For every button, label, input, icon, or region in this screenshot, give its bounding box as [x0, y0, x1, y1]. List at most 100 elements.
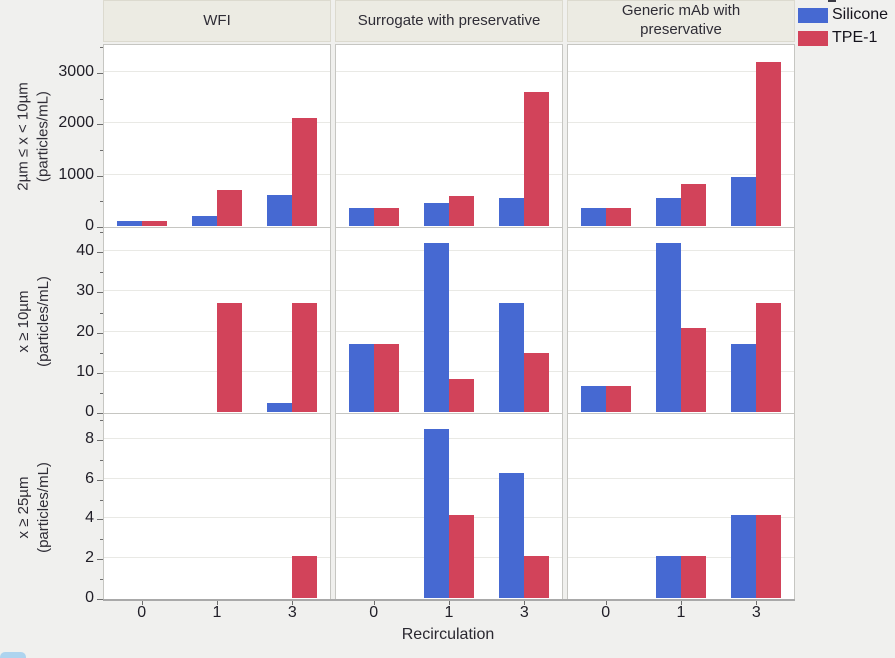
y-axis-tick [100, 312, 103, 314]
x-tick-label: 1 [676, 604, 686, 621]
x-axis-tick [449, 600, 450, 605]
x-axis-tick [217, 600, 218, 605]
y-axis-tick [97, 227, 103, 228]
gridline [104, 290, 330, 292]
bar-tpe-1-x1[interactable] [449, 514, 474, 598]
facet-panel-r2c1 [103, 227, 331, 414]
bar-silicone-x1[interactable] [656, 243, 681, 412]
bar-silicone-x1[interactable] [424, 243, 449, 412]
x-tick-label: 0 [137, 604, 147, 621]
bar-silicone-x0[interactable] [580, 208, 606, 226]
bar-silicone-x3[interactable] [267, 195, 293, 226]
bar-tpe-1-x3[interactable] [756, 514, 782, 598]
bar-silicone-x1[interactable] [424, 202, 449, 226]
x-axis-tick [524, 600, 526, 605]
gridline [104, 70, 330, 72]
bar-tpe-1-x1[interactable] [217, 190, 242, 226]
bar-tpe-1-x0[interactable] [605, 385, 631, 412]
bar-tpe-1-x0[interactable] [373, 343, 399, 412]
bar-silicone-x0[interactable] [348, 343, 374, 412]
bar-silicone-x3[interactable] [499, 303, 525, 412]
bar-tpe-1-x3[interactable] [292, 118, 318, 226]
bar-silicone-x3[interactable] [499, 197, 525, 226]
gridline [336, 173, 562, 175]
y-axis-tick [97, 124, 103, 126]
bar-tpe-1-x0[interactable] [605, 208, 631, 226]
bar-tpe-1-x1[interactable] [449, 378, 474, 412]
gridline [104, 437, 330, 439]
y-axis-tick [100, 272, 103, 274]
y-axis-tick [100, 352, 103, 354]
bar-tpe-1-x1[interactable] [681, 556, 706, 598]
facet-panel-r1c2 [335, 44, 563, 228]
legend-item-tpe1[interactable]: TPE-1 [798, 29, 888, 47]
facet-panel-r1c1 [103, 44, 331, 228]
facet-header-label: WFI [203, 11, 231, 29]
facet-header-surrogate: Surrogate with preservative [335, 0, 563, 42]
bar-silicone-x3[interactable] [499, 472, 525, 598]
bar-tpe-1-x3[interactable] [524, 352, 550, 412]
bar-tpe-1-x3[interactable] [292, 303, 318, 412]
facet-panel-r3c2 [335, 413, 563, 600]
bar-silicone-x0[interactable] [580, 385, 606, 412]
facet-panel-r3c1 [103, 413, 331, 600]
bar-tpe-1-x3[interactable] [756, 61, 782, 226]
bar-silicone-x1[interactable] [656, 556, 681, 598]
x-tick-label: 1 [212, 604, 222, 621]
y-tick-label: 2 [85, 549, 94, 567]
legend-label-silicone: Silicone [832, 6, 889, 23]
bar-silicone-x1[interactable] [192, 215, 217, 226]
facet-panel-r1c3 [567, 44, 795, 228]
gridline [104, 122, 330, 124]
y-axis-tick [100, 392, 103, 394]
bar-silicone-x3[interactable] [731, 343, 757, 412]
y-tick-label: 0 [85, 217, 94, 234]
gridline [336, 330, 562, 332]
gridline [568, 70, 794, 72]
y-tick-label: 30 [76, 282, 94, 300]
bar-silicone-x3[interactable] [267, 403, 293, 412]
y-axis-tick [97, 413, 103, 414]
y-axis-tick [97, 252, 103, 254]
bar-tpe-1-x1[interactable] [681, 327, 706, 412]
bar-tpe-1-x1[interactable] [449, 196, 474, 226]
x-axis-tick [681, 600, 682, 605]
y-tick-label: 2000 [58, 114, 94, 132]
facet-header-label: Generic mAb with preservative [621, 2, 741, 38]
x-axis-tick [605, 600, 607, 605]
facet-panel-r3c3 [567, 413, 795, 600]
bar-tpe-1-x3[interactable] [524, 556, 550, 598]
x-tick-label: 0 [369, 604, 379, 621]
bar-tpe-1-x0[interactable] [373, 208, 399, 226]
bar-silicone-x3[interactable] [731, 514, 757, 598]
bar-tpe-1-x1[interactable] [217, 303, 242, 412]
y-tick-label: 0 [85, 403, 94, 420]
y-axis-tick [100, 201, 103, 203]
bar-tpe-1-x3[interactable] [524, 92, 550, 226]
gridline [336, 122, 562, 124]
bar-tpe-1-x3[interactable] [756, 303, 782, 412]
y-axis-tick [100, 232, 103, 233]
bar-silicone-x0[interactable] [348, 208, 374, 226]
x-tick-label: 3 [519, 604, 529, 621]
gridline [336, 477, 562, 479]
gridline [104, 517, 330, 519]
facet-header-generic-mab: Generic mAb with preservative [567, 0, 795, 42]
y-axis-tick [97, 439, 103, 441]
bar-silicone-x0[interactable] [116, 220, 142, 226]
y-axis-tick [97, 372, 103, 374]
y-axis-tick [97, 292, 103, 294]
bar-tpe-1-x1[interactable] [681, 183, 706, 226]
gridline [336, 70, 562, 72]
bar-silicone-x3[interactable] [731, 177, 757, 226]
legend-item-silicone[interactable]: Silicone [798, 6, 888, 24]
gridline [104, 250, 330, 252]
y-tick-label: 3000 [58, 62, 94, 80]
bar-tpe-1-x3[interactable] [292, 556, 318, 598]
bar-silicone-x1[interactable] [424, 428, 449, 598]
y-axis-tick [97, 332, 103, 334]
bar-silicone-x1[interactable] [656, 197, 681, 226]
y-axis-tick [97, 175, 103, 177]
bar-tpe-1-x0[interactable] [141, 220, 167, 226]
